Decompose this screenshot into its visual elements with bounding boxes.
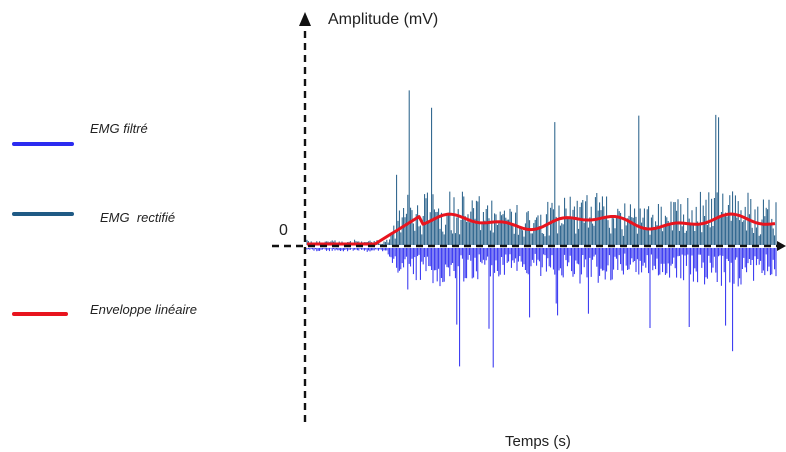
legend-swatch-emg-rectified: [12, 212, 74, 216]
legend-swatch-linear-envelope: [12, 312, 68, 316]
linear-envelope-line: [307, 212, 776, 246]
y-axis-label: Amplitude (mV): [328, 11, 439, 28]
legend-label-emg-rectified: EMG rectifié: [100, 210, 176, 225]
origin-label: 0: [279, 222, 288, 239]
legend-swatch-emg-filtered: [12, 142, 74, 146]
y-axis-arrow: [299, 12, 311, 26]
x-axis-label: Temps (s): [505, 433, 571, 450]
x-axis-arrow: [777, 241, 786, 251]
legend-label-linear-envelope: Enveloppe linéaire: [90, 302, 197, 317]
legend-label-emg-filtered: EMG filtré: [90, 121, 148, 136]
emg-filtered-trace: [306, 248, 777, 368]
